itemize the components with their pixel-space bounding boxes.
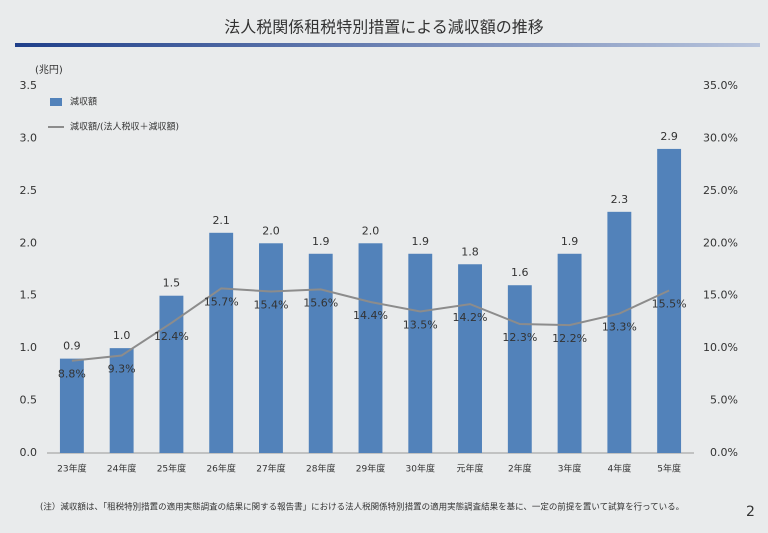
bar [209, 232, 234, 453]
line-value-label: 15.4% [253, 299, 288, 312]
bar-value-label: 1.6 [511, 266, 529, 279]
y-tick-label: 3.0 [20, 131, 38, 144]
line-value-label: 12.3% [502, 331, 537, 344]
bar [507, 285, 532, 453]
bar-value-label: 0.9 [63, 340, 81, 353]
y2-tick-label: 30.0% [703, 131, 738, 144]
title-rule [15, 43, 760, 47]
y2-tick-label: 20.0% [703, 236, 738, 249]
x-tick-label: 26年度 [206, 463, 235, 475]
note: (注）減収額は、「租税特別措置の適用実態調査の結果に関する報告書」における法人税… [40, 502, 684, 513]
line-value-label: 15.6% [303, 296, 338, 309]
y-axis-unit: (兆円) [35, 64, 63, 76]
line-value-label: 15.7% [204, 295, 239, 308]
y2-tick-label: 15.0% [703, 289, 738, 302]
bar-value-label: 2.3 [611, 193, 629, 206]
bar [458, 264, 482, 453]
bar [259, 243, 283, 453]
bar-value-label: 1.0 [113, 329, 131, 342]
y-tick-label: 3.5 [20, 79, 38, 92]
bar [59, 358, 84, 453]
bar [657, 148, 682, 453]
x-tick-label: 28年度 [306, 463, 335, 475]
bar [557, 253, 582, 453]
chart-title: 法人税関係租税特別措置による減収額の推移 [224, 18, 544, 37]
line-value-label: 13.3% [602, 321, 637, 334]
y-tick-label: 1.0 [20, 341, 38, 354]
page-number: 2 [746, 504, 755, 520]
legend-label: 減収額/(法人税収＋減収額) [70, 121, 179, 133]
y2-tick-label: 0.0% [710, 446, 738, 459]
y-tick-label: 0.0 [20, 446, 38, 459]
y-tick-label: 1.5 [20, 289, 38, 302]
x-tick-label: 23年度 [57, 463, 86, 475]
bar [408, 253, 433, 453]
bar [159, 295, 184, 453]
x-tick-label: 元年度 [457, 463, 484, 475]
bar-value-label: 2.9 [660, 130, 678, 143]
bar-value-label: 1.9 [412, 235, 430, 248]
bar [109, 348, 134, 453]
bar-value-label: 1.8 [461, 245, 479, 258]
line-value-label: 14.2% [453, 311, 488, 324]
legend-swatch [50, 98, 62, 106]
y-tick-label: 2.5 [20, 184, 38, 197]
line-value-label: 8.8% [58, 368, 86, 381]
y2-tick-label: 5.0% [710, 394, 738, 407]
line-value-label: 12.4% [154, 330, 189, 343]
x-tick-label: 27年度 [256, 463, 285, 475]
x-tick-label: 3年度 [558, 463, 582, 475]
bar-value-label: 1.9 [561, 235, 579, 248]
line [71, 287, 670, 362]
x-tick-label: 4年度 [607, 463, 631, 475]
line-value-label: 13.5% [403, 318, 438, 331]
line-value-label: 14.4% [353, 309, 388, 322]
x-tick-label: 24年度 [107, 463, 136, 475]
x-tick-label: 29年度 [356, 463, 385, 475]
bar-value-label: 2.0 [262, 224, 280, 237]
y-tick-label: 2.0 [20, 236, 38, 249]
x-tick-label: 5年度 [657, 463, 681, 475]
line-value-label: 9.3% [108, 362, 136, 375]
bar [308, 253, 333, 453]
y2-tick-label: 25.0% [703, 184, 738, 197]
y2-tick-label: 10.0% [703, 341, 738, 354]
bar-value-label: 2.1 [212, 214, 230, 227]
y2-tick-label: 35.0% [703, 79, 738, 92]
x-tick-label: 2年度 [508, 463, 532, 475]
line-value-label: 12.2% [552, 332, 587, 345]
line-value-label: 15.5% [652, 297, 687, 310]
bar [607, 211, 632, 453]
y-tick-label: 0.5 [20, 394, 38, 407]
bar-value-label: 2.0 [362, 224, 380, 237]
legend-label: 減収額 [70, 96, 97, 108]
bar-value-label: 1.9 [312, 235, 330, 248]
bar-value-label: 1.5 [163, 277, 181, 290]
x-tick-label: 25年度 [157, 463, 186, 475]
bar [358, 243, 383, 453]
x-tick-label: 30年度 [406, 463, 435, 475]
